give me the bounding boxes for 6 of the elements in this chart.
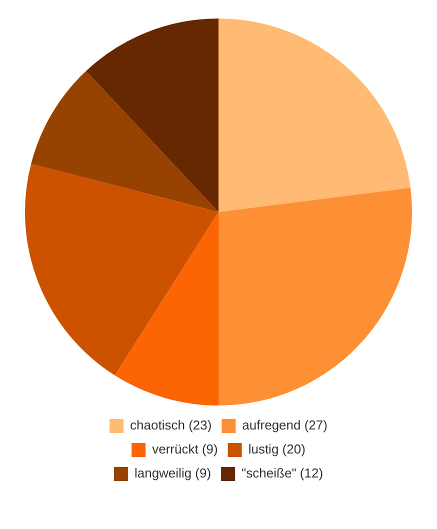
legend-label: lustig (20): [248, 442, 306, 457]
legend-label: "scheiße" (12): [242, 466, 324, 481]
legend-label: aufregend (27): [242, 418, 328, 433]
legend-label: verrückt (9): [152, 442, 218, 457]
legend-label: langweilig (9): [134, 466, 212, 481]
legend-label: chaotisch (23): [130, 418, 212, 433]
